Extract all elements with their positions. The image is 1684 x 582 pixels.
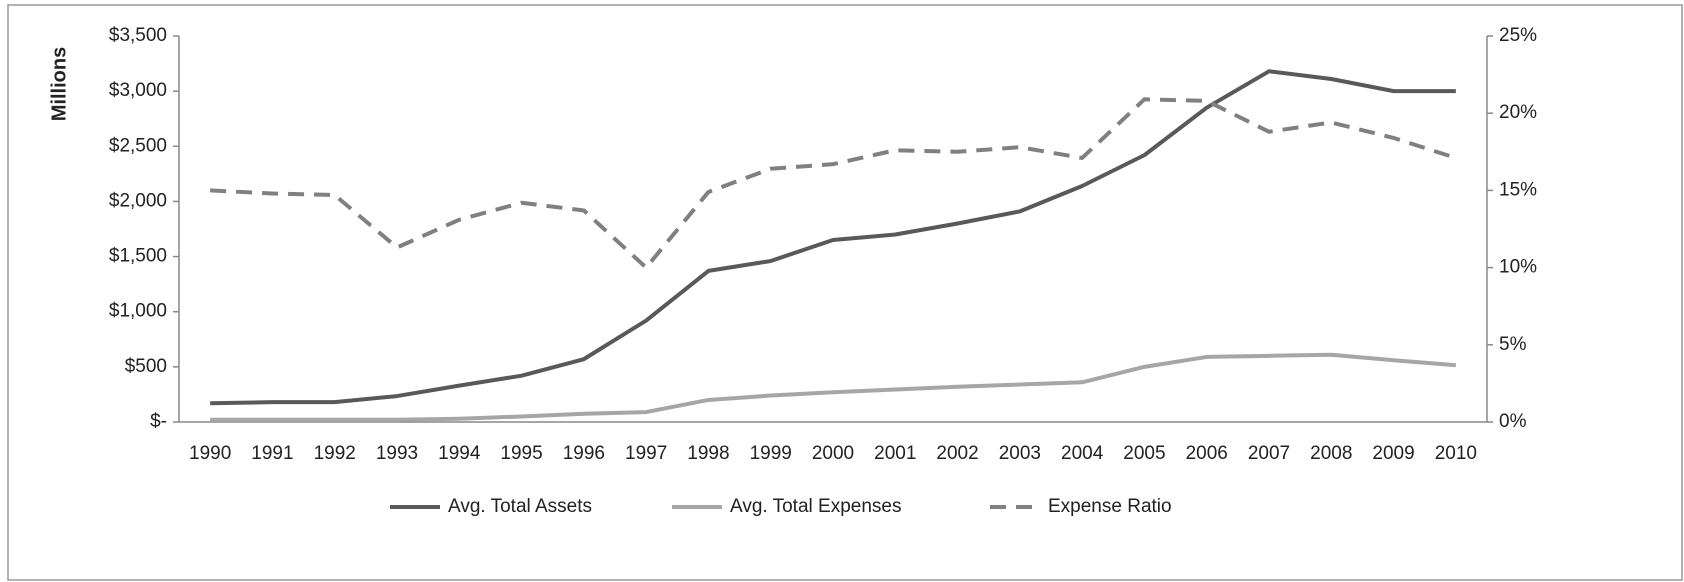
series-line bbox=[210, 97, 1457, 270]
x-tick-label: 1996 bbox=[563, 443, 605, 464]
legend-label: Avg. Total Expenses bbox=[730, 496, 901, 517]
x-tick-label: 1994 bbox=[438, 443, 481, 464]
y-tick-label: $3,500 bbox=[109, 25, 167, 46]
series-line bbox=[210, 69, 1456, 406]
y2-tick-label: 0% bbox=[1499, 411, 1527, 432]
chart-border bbox=[7, 4, 1683, 581]
series-line bbox=[210, 352, 1457, 422]
x-tick-label: 2004 bbox=[1061, 443, 1104, 464]
y-tick-label: $1,500 bbox=[109, 246, 167, 267]
y-axis-label: Millions bbox=[48, 47, 70, 121]
y-tick-label: $3,000 bbox=[109, 80, 167, 101]
x-tick-label: 1995 bbox=[500, 443, 542, 464]
x-tick-label: 2002 bbox=[936, 443, 978, 464]
x-tick-label: 1998 bbox=[687, 443, 729, 464]
x-tick-label: 2001 bbox=[874, 443, 916, 464]
x-tick-label: 2009 bbox=[1372, 443, 1414, 464]
y-tick-label: $1,000 bbox=[109, 301, 167, 322]
x-tick-label: 2003 bbox=[999, 443, 1041, 464]
y-tick-label: $- bbox=[150, 411, 167, 432]
x-tick-label: 1990 bbox=[189, 443, 231, 464]
y-tick-label: $2,500 bbox=[109, 135, 167, 156]
x-tick-label: 1997 bbox=[625, 443, 667, 464]
y2-tick-label: 15% bbox=[1499, 179, 1537, 200]
y-tick-label: $500 bbox=[125, 356, 167, 377]
x-tick-label: 2000 bbox=[812, 443, 854, 464]
x-tick-label: 1993 bbox=[376, 443, 418, 464]
x-tick-label: 2007 bbox=[1248, 443, 1290, 464]
y2-tick-label: 25% bbox=[1499, 25, 1537, 46]
legend-label: Expense Ratio bbox=[1048, 496, 1172, 517]
x-tick-label: 1992 bbox=[314, 443, 356, 464]
y-tick-label: $2,000 bbox=[109, 190, 167, 211]
x-tick-label: 2006 bbox=[1186, 443, 1228, 464]
x-tick-label: 2005 bbox=[1123, 443, 1165, 464]
x-tick-label: 1991 bbox=[251, 443, 293, 464]
legend-label: Avg. Total Assets bbox=[448, 496, 592, 517]
x-tick-label: 2008 bbox=[1310, 443, 1352, 464]
x-tick-label: 1999 bbox=[750, 443, 792, 464]
y2-tick-label: 10% bbox=[1499, 257, 1537, 278]
x-tick-label: 2010 bbox=[1435, 443, 1477, 464]
y2-tick-label: 20% bbox=[1499, 102, 1537, 123]
y2-tick-label: 5% bbox=[1499, 334, 1527, 355]
